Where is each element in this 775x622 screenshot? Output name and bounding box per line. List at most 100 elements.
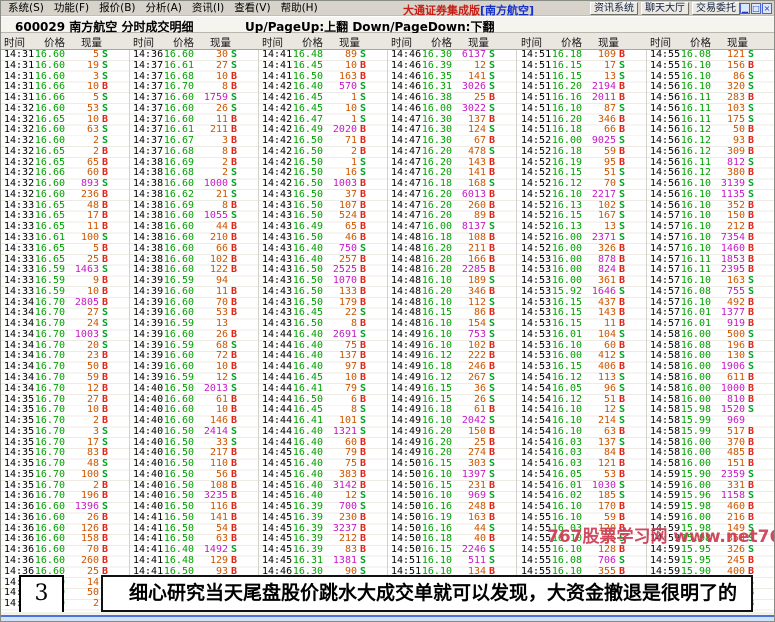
menu-bar: 系统(S) 功能(F) 报价(B) 分析(A) 资讯(I) 查看(V) 帮助(H) 大通证券…	[1, 1, 774, 17]
tick-row: 14:58 16.00 1906 S	[650, 361, 755, 373]
tick-row: 14:34 16.70 2805 B	[4, 296, 109, 308]
tick-row: 14:34 16.70 27 S	[4, 307, 109, 319]
tick-row: 14:52 16.18 59 B	[521, 145, 626, 157]
tick-row: 14:57 16.10 150 B	[650, 210, 755, 222]
tick-row: 14:36 16.60 158 B	[4, 533, 109, 545]
tick-row: 14:37 16.67 3 B	[133, 135, 238, 147]
tick-row: 14:56 16.12 380 B	[650, 167, 755, 179]
tick-row: 14:38 16.60 210 B	[133, 232, 238, 244]
tick-row: 14:37 16.61 27 S	[133, 59, 238, 71]
tick-row: 14:32 16.60 63 S	[4, 124, 109, 136]
tick-row: 14:41 16.50 54 B	[133, 522, 238, 534]
tick-row: 14:44 16.41 101 S	[262, 415, 367, 427]
menu-item[interactable]: 查看(V)	[234, 2, 271, 14]
tick-row: 14:33 16.65 5 B	[4, 242, 109, 254]
tick-row: 14:47 16.20 6013 B	[391, 188, 496, 200]
bottom-scroll-strip[interactable]	[1, 617, 774, 621]
tick-row: 14:40 16.50 2414 S	[133, 425, 238, 437]
tick-row: 14:56 16.10 3139 S	[650, 178, 755, 190]
tick-row: 14:35 16.70 48 S	[4, 458, 109, 470]
menu-item[interactable]: 功能(F)	[53, 2, 90, 14]
tick-row: 14:59 15.95 245 B	[650, 554, 755, 566]
tick-row: 14:54 16.05 53 B	[521, 468, 626, 480]
tick-row: 14:39 16.59 13	[133, 318, 228, 330]
tick-row: 14:55 16.10 128 B	[521, 544, 626, 556]
bottom-border-line	[1, 615, 774, 617]
menu-item[interactable]: 系统(S)	[8, 2, 44, 14]
tick-row: 14:40 16.50 3235 B	[133, 490, 238, 502]
menu-item[interactable]: 分析(A)	[145, 2, 182, 14]
tick-row: 14:44 16.40 1321 S	[262, 425, 367, 437]
tick-row: 14:55 16.10 25 S	[521, 533, 626, 545]
tick-row: 14:50 16.16 44 S	[391, 522, 496, 534]
tick-row: 14:57 16.11 1853 B	[650, 253, 755, 265]
column-header: 现量	[468, 37, 489, 49]
tick-row: 14:53 16.01 104 S	[521, 328, 626, 340]
tick-row: 14:46 16.39 12 S	[391, 59, 496, 71]
tick-row: 14:58 15.99 517 B	[650, 425, 755, 437]
tick-row: 14:47 16.20 143 B	[391, 156, 496, 168]
tick-row: 14:57 16.01 1377 B	[650, 307, 755, 319]
column-header: 价格	[561, 37, 582, 49]
close-icon[interactable]: ×	[762, 3, 772, 14]
tick-row: 14:57 16.01 919 B	[650, 318, 755, 330]
tick-row: 14:45 16.40 79 B	[262, 447, 367, 459]
tick-column-3: 14:41 16.48 89 S 14:41 16.45 10 B 14:41 16.50 163 B…	[259, 49, 388, 613]
tick-row: 14:48 16.20 346 B	[391, 285, 496, 297]
tick-row: 14:46 16.30 6137 S	[391, 49, 496, 60]
tick-row: 14:53 16.00 412 S	[521, 350, 626, 362]
menu-item[interactable]: 资讯(I)	[191, 2, 225, 14]
tick-row: 14:50 16.10 969 S	[391, 490, 496, 502]
minimize-icon[interactable]: ▁	[740, 3, 750, 14]
annotation-text-box: 细心研究当天尾盘股价跳水大成交单就可以发现，大资金撤退是很明了的	[101, 575, 753, 612]
tick-row: 14:52 16.00 2371 S	[521, 232, 626, 244]
titlebar-button[interactable]: 交易委托	[692, 2, 740, 15]
tick-table-body[interactable]: 14:31 16.60 5 S 14:31 16.60 19 S 14:31 16.60 3 S 14:…	[1, 49, 774, 613]
tick-row: 14:59 16.00 331 B	[650, 479, 755, 491]
column-header: 时间	[4, 37, 25, 49]
tick-row: 14:36 16.60 126 B	[4, 522, 109, 534]
tick-row: 14:45 16.40 3142 B	[262, 479, 367, 491]
tick-row: 14:43 16.40 257 B	[262, 253, 367, 265]
tick-row: 14:32 16.65 10 B	[4, 113, 109, 125]
tick-row: 14:42 16.50 71 B	[262, 135, 367, 147]
tick-row: 14:45 16.39 3237 B	[262, 522, 367, 534]
tick-row: 14:31 16.60 19 S	[4, 59, 109, 71]
tick-row: 14:55 16.10 86 S	[650, 70, 755, 82]
tick-row: 14:34 16.70 24 S	[4, 318, 109, 330]
tick-column-2: 14:36 16.60 30 S 14:37 16.61 27 S 14:37 16.68 10 B 1…	[130, 49, 259, 613]
tick-row: 14:56 16.11 283 B	[650, 92, 755, 104]
titlebar-button[interactable]: 资讯系统	[590, 2, 638, 15]
tick-row: 14:31 16.66 5 S	[4, 92, 109, 104]
tick-row: 14:32 16.60 236 B	[4, 188, 109, 200]
tick-row: 14:56 16.10 1135 S	[650, 188, 755, 200]
tick-row: 14:51 16.16 2011 B	[521, 92, 626, 104]
tick-row: 14:34 16.70 59 B	[4, 371, 109, 383]
tick-row: 14:50 16.16 248 B	[391, 501, 496, 513]
tick-row: 14:32 16.65 2 B	[4, 145, 109, 157]
tick-row: 14:35 16.70 2 B	[4, 415, 109, 427]
tick-row: 14:50 16.15 2246 S	[391, 544, 496, 556]
tick-row: 14:40 16.50 56 B	[133, 468, 238, 480]
tick-row: 14:52 16.13 13 S	[521, 221, 626, 233]
tick-row: 14:38 16.69 8 B	[133, 199, 238, 211]
titlebar-button[interactable]: 聊天大厅	[641, 2, 689, 15]
menu-item[interactable]: 帮助(H)	[280, 2, 318, 14]
column-header: 价格	[44, 37, 65, 49]
tick-row: 14:57 16.08 755 S	[650, 285, 755, 297]
tick-row: 14:52 16.19 95 B	[521, 156, 626, 168]
tick-row: 14:45 16.31 1381 S	[262, 554, 367, 566]
menu-item[interactable]: 报价(B)	[99, 2, 136, 14]
tick-row: 14:31 16.60 3 S	[4, 70, 109, 82]
tick-row: 14:42 16.45 10 S	[262, 102, 367, 114]
tick-row: 14:37 16.60 26 S	[133, 102, 238, 114]
tick-row: 14:52 16.12 70 S	[521, 178, 626, 190]
maximize-icon[interactable]: □	[751, 3, 761, 14]
window-controls: ▁ □ ×	[740, 3, 772, 14]
tick-row: 14:59 15.90 2359 S	[650, 468, 755, 480]
tick-row: 14:49 16.15 26 S	[391, 393, 496, 405]
tick-row: 14:39 16.60 10 B	[133, 361, 238, 373]
tick-row: 14:34 16.70 1003 S	[4, 328, 109, 340]
tick-row: 14:44 16.40 60 B	[262, 436, 367, 448]
tick-row: 14:43 16.49 65 B	[262, 221, 367, 233]
